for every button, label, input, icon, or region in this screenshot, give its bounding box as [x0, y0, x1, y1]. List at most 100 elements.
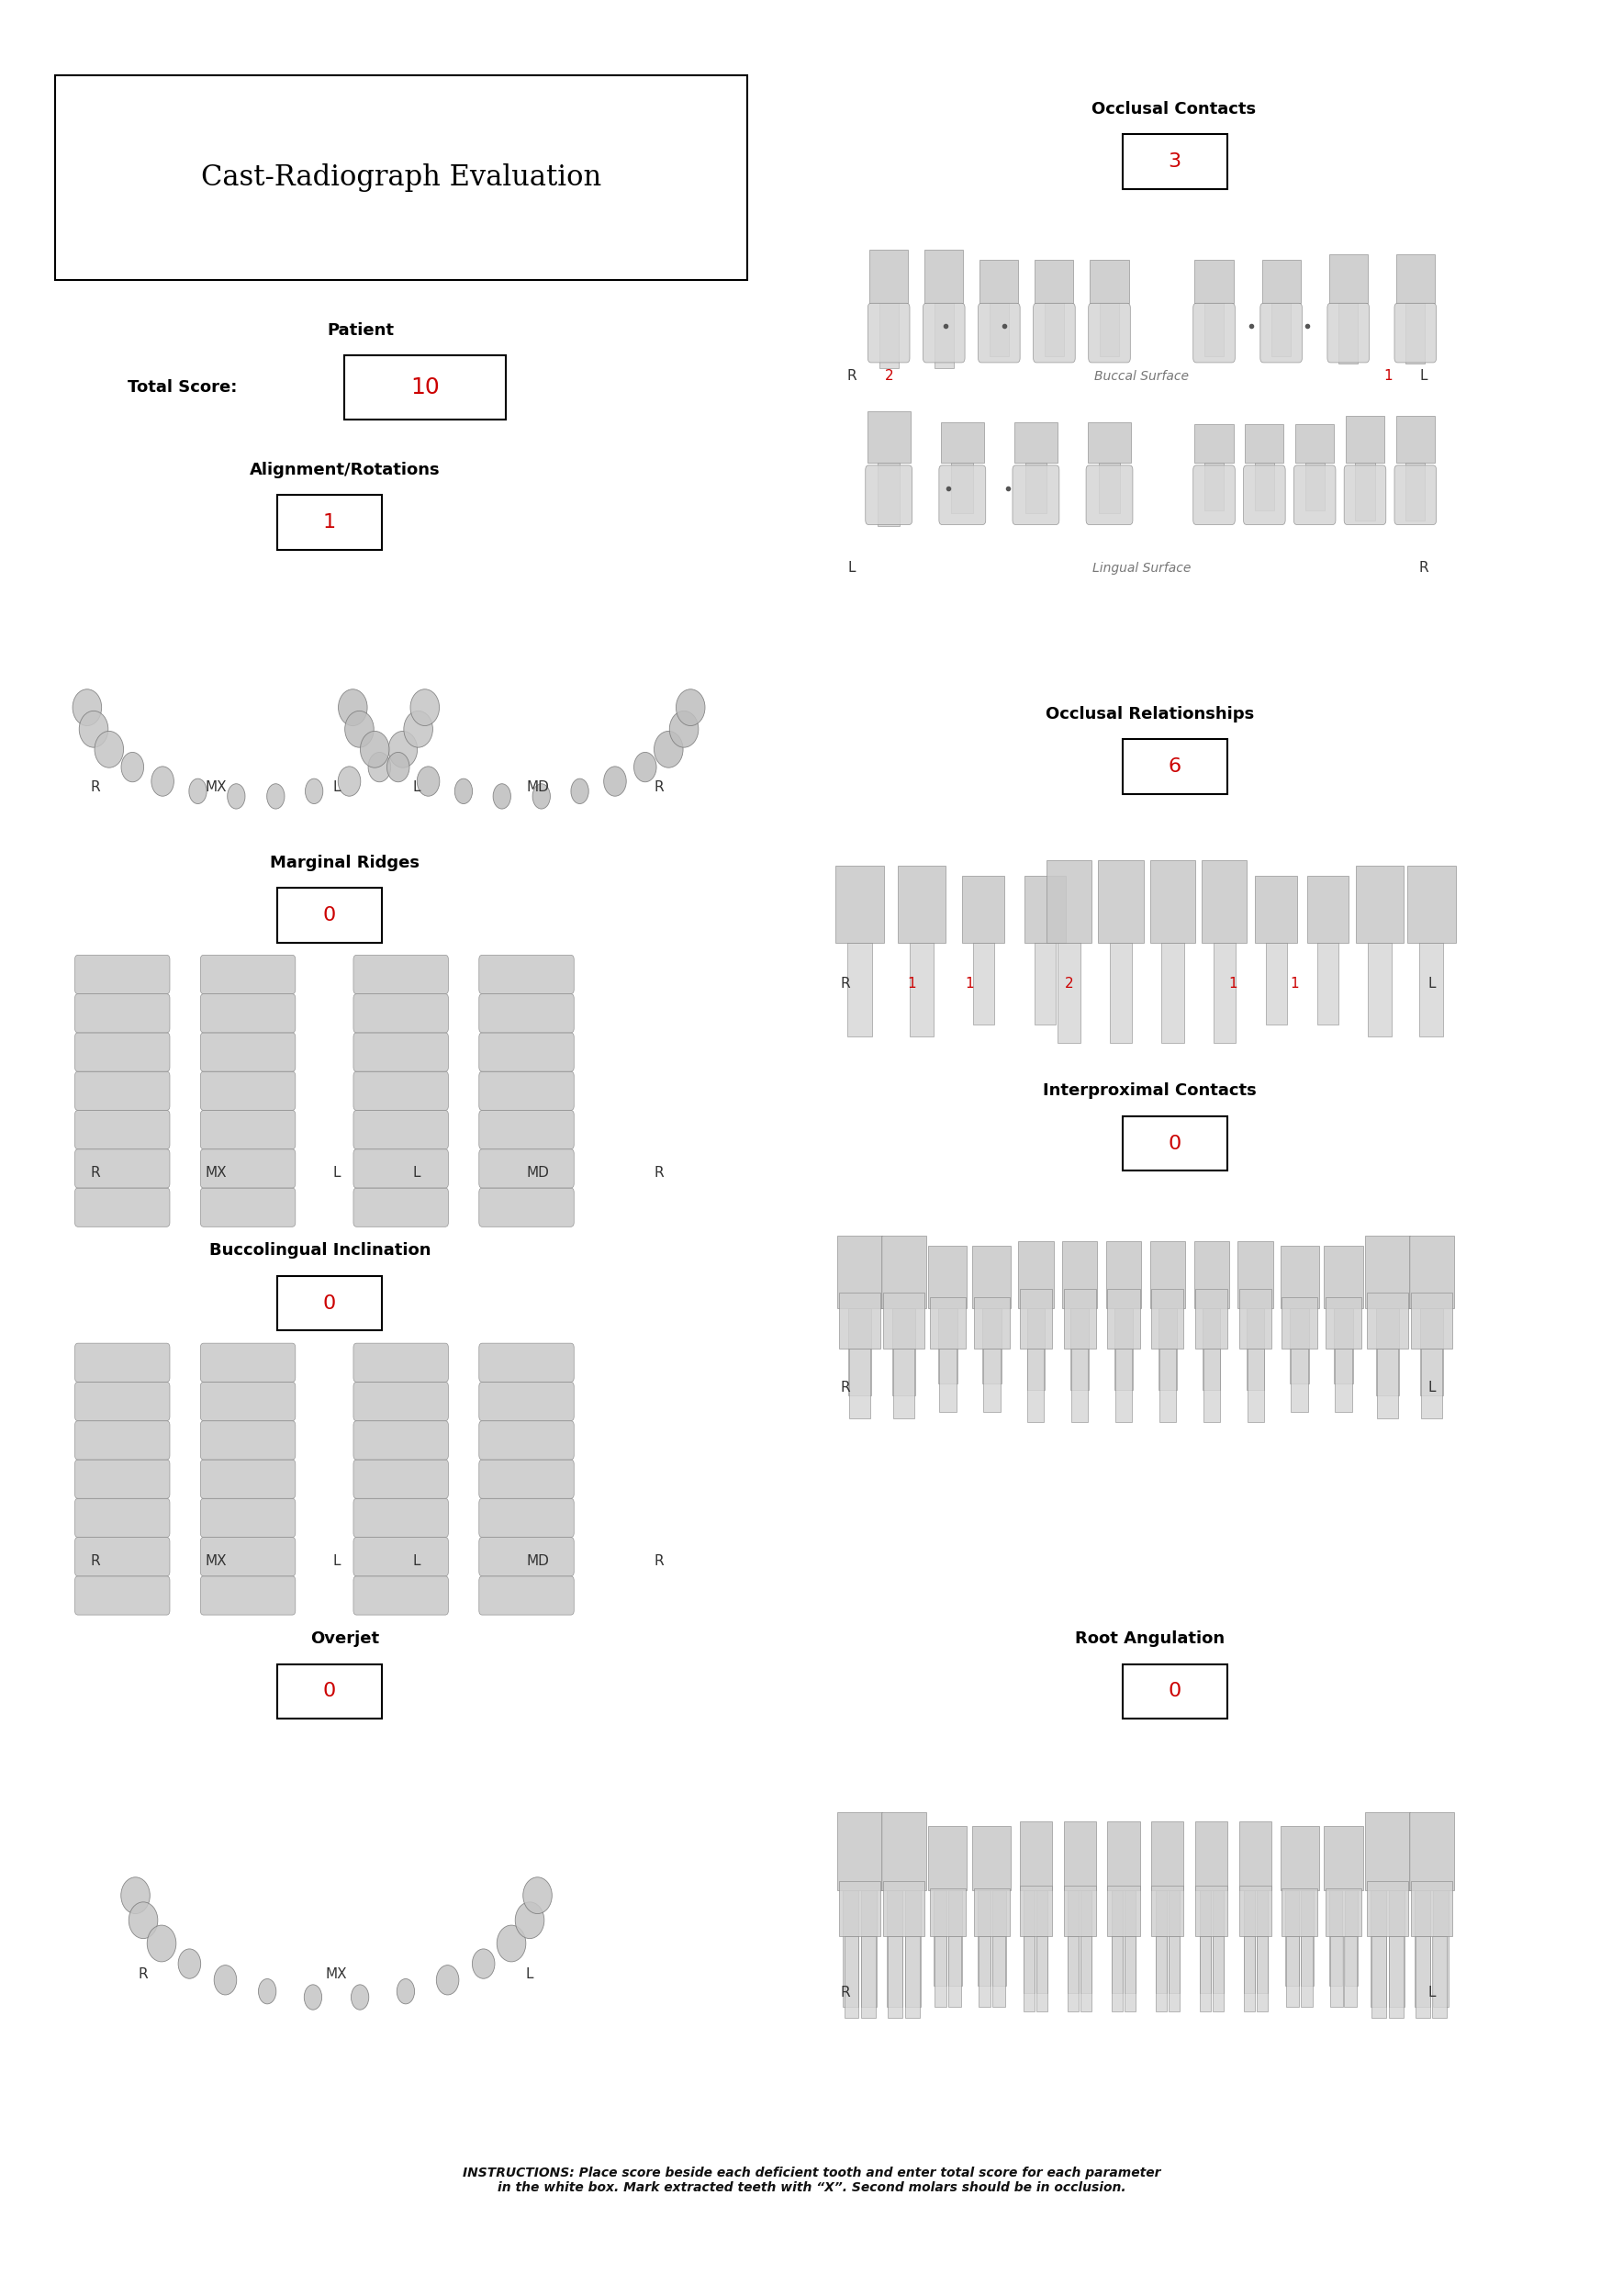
Bar: [1162, 941, 1183, 1042]
Text: L: L: [333, 781, 341, 794]
Text: 3: 3: [1169, 152, 1182, 170]
Bar: [1365, 1235, 1410, 1309]
Bar: [1014, 422, 1058, 464]
Ellipse shape: [179, 1949, 201, 1979]
Ellipse shape: [677, 689, 704, 726]
Bar: [1107, 1821, 1139, 1890]
Bar: [1212, 1936, 1224, 2011]
Text: Root Angulation: Root Angulation: [1074, 1630, 1224, 1646]
FancyBboxPatch shape: [75, 955, 170, 994]
Bar: [1365, 1812, 1410, 1890]
FancyBboxPatch shape: [479, 1575, 575, 1614]
Bar: [1355, 866, 1404, 941]
Ellipse shape: [344, 712, 373, 748]
Ellipse shape: [305, 778, 323, 804]
Bar: [1159, 1309, 1177, 1389]
Text: R: R: [847, 370, 857, 383]
Bar: [881, 1235, 927, 1309]
Bar: [1195, 259, 1233, 303]
Text: L: L: [1428, 1380, 1435, 1394]
Text: L: L: [414, 1166, 420, 1180]
Bar: [977, 1890, 990, 1986]
Ellipse shape: [214, 1965, 237, 1995]
Bar: [1019, 1821, 1052, 1890]
FancyBboxPatch shape: [200, 1033, 295, 1072]
Bar: [1409, 1235, 1454, 1309]
Bar: [1115, 1350, 1131, 1421]
Ellipse shape: [351, 1984, 368, 2009]
FancyBboxPatch shape: [200, 1575, 295, 1614]
Text: INSTRUCTIONS: Place score beside each deficient tooth and enter total score for : INSTRUCTIONS: Place score beside each de…: [463, 2165, 1160, 2195]
Bar: [1344, 1890, 1358, 1986]
Bar: [1420, 1309, 1443, 1396]
FancyBboxPatch shape: [200, 1421, 295, 1460]
Bar: [993, 1936, 1005, 2007]
Bar: [1266, 941, 1287, 1024]
Bar: [1151, 1242, 1185, 1309]
Bar: [1324, 1247, 1363, 1309]
Text: 1: 1: [1290, 976, 1298, 990]
Ellipse shape: [338, 767, 360, 797]
Bar: [867, 411, 911, 464]
FancyBboxPatch shape: [1086, 466, 1133, 526]
FancyBboxPatch shape: [479, 1382, 575, 1421]
Text: R: R: [89, 1166, 101, 1180]
Bar: [974, 1297, 1010, 1350]
Bar: [1256, 1936, 1268, 2011]
Bar: [1204, 464, 1224, 510]
Bar: [1420, 941, 1443, 1038]
FancyBboxPatch shape: [200, 1460, 295, 1499]
FancyBboxPatch shape: [200, 1538, 295, 1575]
Bar: [1345, 416, 1384, 464]
FancyBboxPatch shape: [354, 1575, 448, 1614]
Bar: [1156, 1890, 1167, 1993]
Bar: [1406, 303, 1425, 363]
Text: 1: 1: [323, 514, 336, 533]
Bar: [1045, 303, 1065, 356]
Bar: [938, 1309, 958, 1382]
Ellipse shape: [360, 730, 390, 767]
Bar: [844, 1936, 859, 2018]
FancyBboxPatch shape: [75, 1538, 170, 1575]
FancyBboxPatch shape: [479, 1499, 575, 1538]
Bar: [1240, 1885, 1272, 1936]
Bar: [1019, 1885, 1052, 1936]
Bar: [1091, 259, 1128, 303]
Bar: [883, 1293, 925, 1350]
Ellipse shape: [523, 1878, 552, 1913]
FancyBboxPatch shape: [479, 1111, 575, 1148]
Text: MX: MX: [204, 781, 227, 794]
Bar: [962, 875, 1005, 941]
Bar: [1068, 1936, 1079, 2011]
FancyBboxPatch shape: [354, 1538, 448, 1575]
Ellipse shape: [266, 783, 284, 808]
FancyBboxPatch shape: [479, 1538, 575, 1575]
FancyBboxPatch shape: [1034, 303, 1074, 363]
FancyBboxPatch shape: [75, 1460, 170, 1499]
FancyBboxPatch shape: [354, 1148, 448, 1187]
Bar: [1196, 1821, 1227, 1890]
FancyBboxPatch shape: [75, 1499, 170, 1538]
Ellipse shape: [635, 753, 656, 783]
Bar: [1370, 1890, 1386, 2007]
Bar: [1281, 1825, 1319, 1890]
Bar: [1035, 259, 1073, 303]
Ellipse shape: [122, 753, 144, 783]
Text: 2: 2: [885, 370, 893, 383]
Bar: [883, 1880, 925, 1936]
Bar: [1410, 1293, 1453, 1350]
Text: Cast-Radiograph Evaluation: Cast-Radiograph Evaluation: [201, 163, 601, 193]
FancyBboxPatch shape: [200, 1343, 295, 1382]
FancyBboxPatch shape: [200, 1072, 295, 1111]
Ellipse shape: [151, 767, 174, 797]
Bar: [1287, 1936, 1298, 2007]
FancyBboxPatch shape: [75, 1111, 170, 1148]
FancyBboxPatch shape: [923, 303, 966, 363]
FancyBboxPatch shape: [1344, 466, 1386, 526]
Bar: [1204, 1350, 1219, 1421]
FancyBboxPatch shape: [479, 1421, 575, 1460]
Bar: [1107, 1290, 1139, 1350]
Bar: [949, 1890, 962, 1986]
Text: Interproximal Contacts: Interproximal Contacts: [1044, 1084, 1256, 1100]
Text: Buccolingual Inclination: Buccolingual Inclination: [209, 1242, 432, 1258]
